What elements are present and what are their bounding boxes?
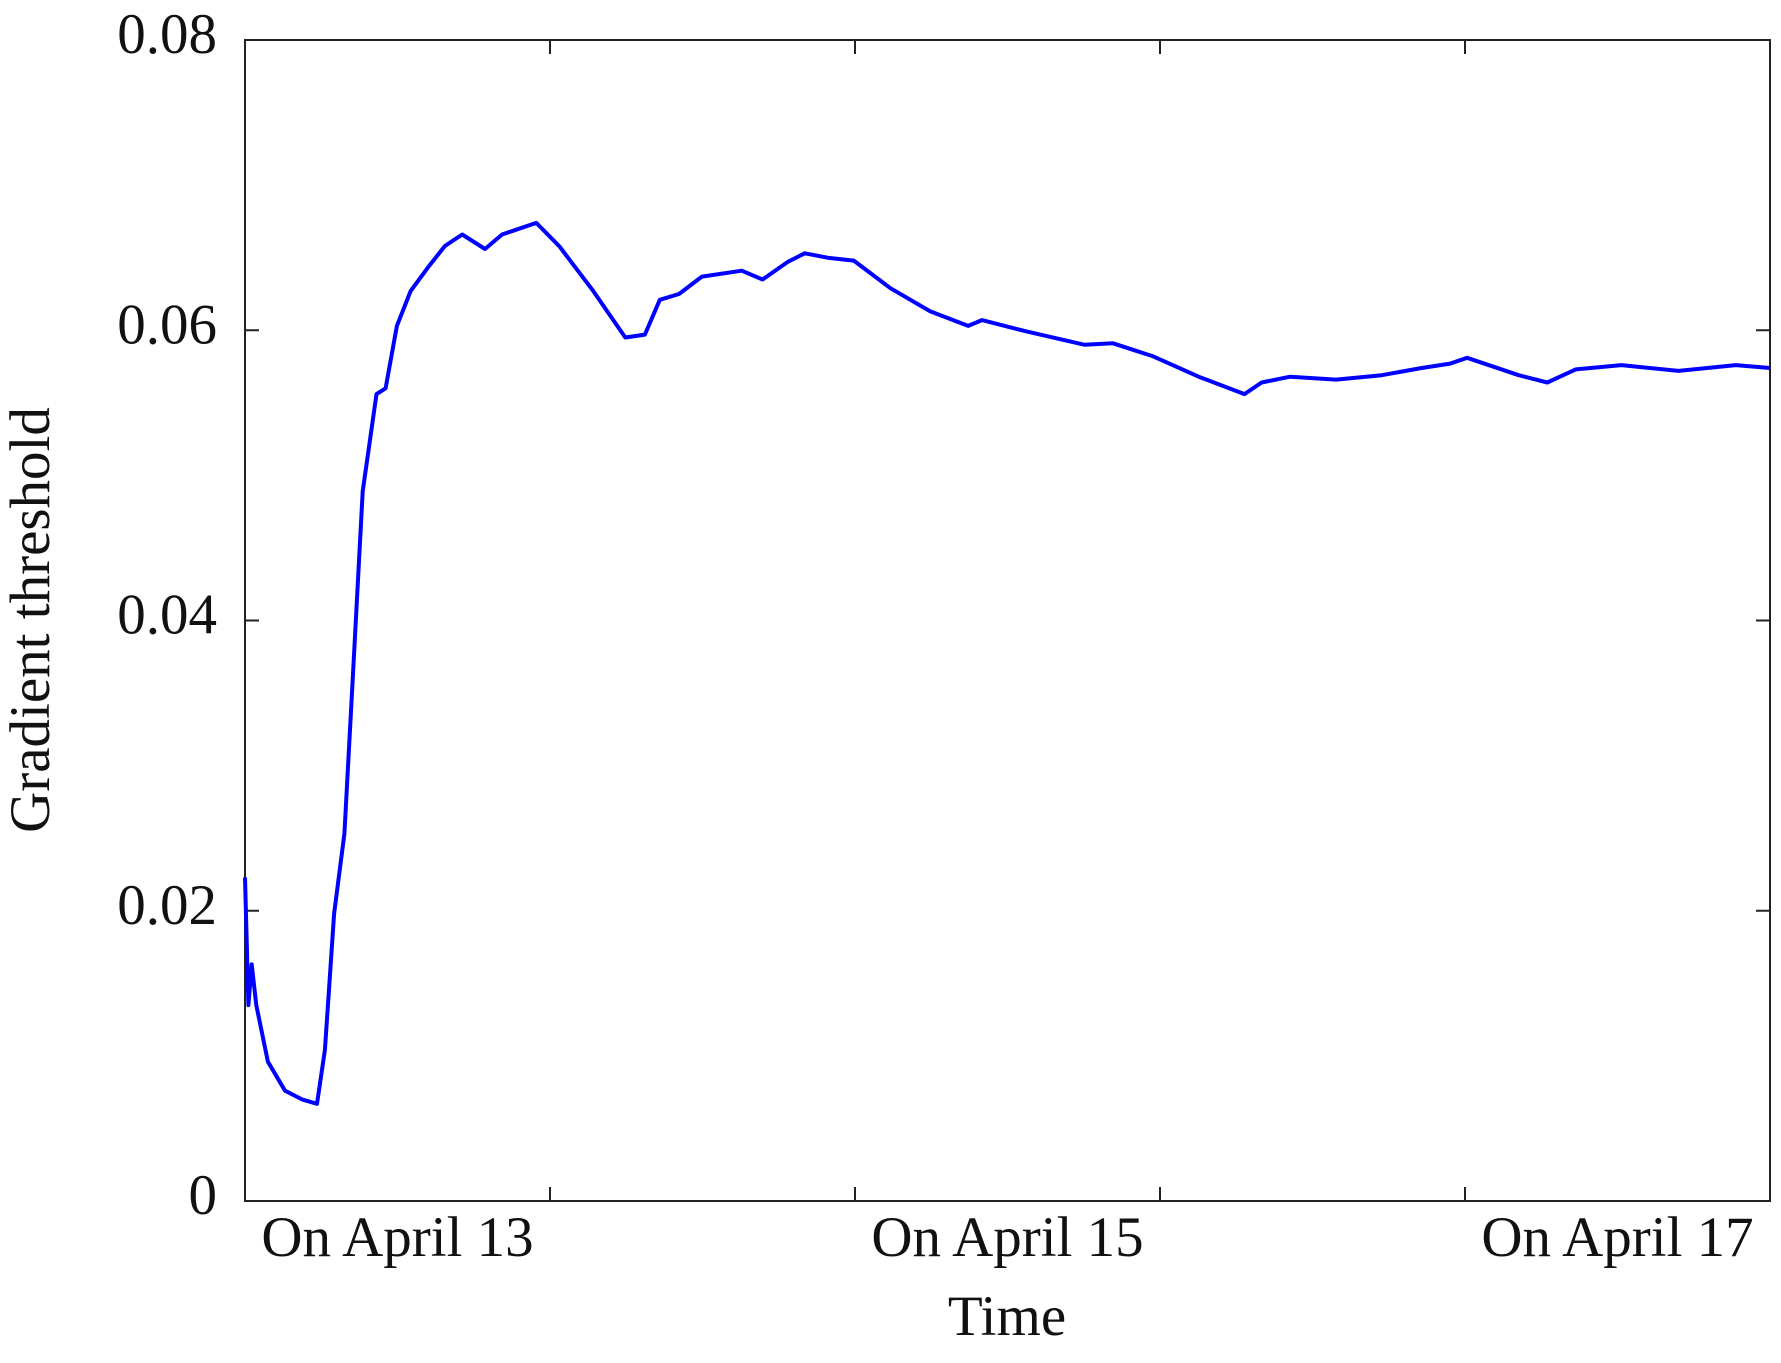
x-tick-label: On April 15 <box>871 1206 1143 1269</box>
y-axis-label: Gradient threshold <box>0 407 62 833</box>
y-tick-label: 0 <box>189 1164 218 1227</box>
x-axis-label: Time <box>948 1285 1066 1348</box>
y-tick-label: 0.06 <box>117 293 217 356</box>
x-tick-label: On April 17 <box>1481 1206 1753 1269</box>
y-tick-label: 0.04 <box>117 584 217 647</box>
data-line <box>243 220 1771 1106</box>
x-tick-label: On April 13 <box>261 1206 533 1269</box>
y-tick-label: 0.02 <box>117 874 217 937</box>
plot-frame <box>244 39 1771 1202</box>
y-tick-label: 0.08 <box>117 3 217 66</box>
